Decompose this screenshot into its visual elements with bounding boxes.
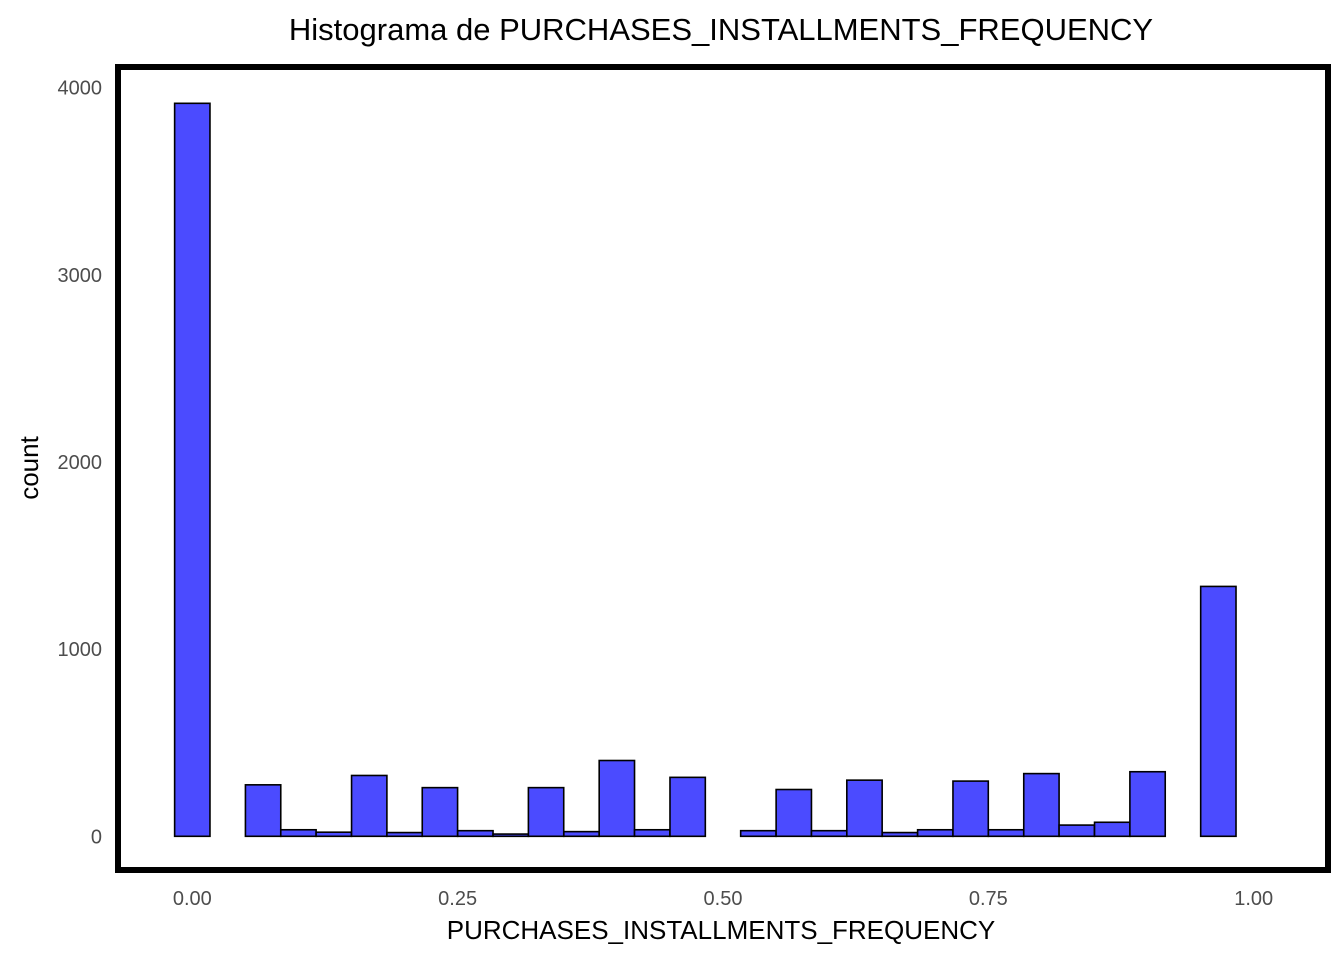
histogram-bar — [1199, 585, 1237, 838]
histogram-bar — [775, 788, 813, 838]
histogram-bar — [173, 102, 211, 838]
histogram-bar — [492, 833, 530, 838]
x-axis-title: PURCHASES_INSTALLMENTS_FREQUENCY — [447, 915, 996, 945]
histogram-bar — [952, 780, 990, 838]
histogram-bar — [1093, 821, 1131, 838]
histogram-bar — [669, 776, 707, 838]
x-tick-label: 0.50 — [704, 888, 743, 910]
histogram-bar — [1129, 770, 1167, 838]
histogram-bar — [633, 828, 671, 838]
y-tick-label: 4000 — [58, 78, 103, 100]
x-tick-label: 1.00 — [1234, 888, 1273, 910]
panel-border — [115, 64, 1331, 873]
y-tick-label: 1000 — [58, 639, 103, 661]
y-tick-label: 2000 — [58, 452, 103, 474]
histogram-bar — [244, 784, 282, 838]
x-tick-label: 0.00 — [173, 888, 212, 910]
y-axis-title: count — [14, 435, 44, 499]
histogram-bar — [279, 828, 317, 838]
x-tick-label: 0.75 — [969, 888, 1008, 910]
histogram-bar — [386, 831, 424, 838]
histogram-bar — [1058, 824, 1096, 838]
histogram-bar — [987, 828, 1025, 838]
histogram-bar — [563, 830, 600, 838]
histogram-bar — [739, 829, 777, 838]
y-tick-label: 0 — [91, 826, 102, 848]
y-tick-label: 3000 — [58, 265, 103, 287]
histogram-bar — [421, 786, 459, 838]
chart-title: Histograma de PURCHASES_INSTALLMENTS_FRE… — [289, 12, 1153, 47]
histogram-bar — [881, 831, 919, 838]
histogram-bar — [315, 831, 353, 838]
y-axis-ticks: 0 1000 2000 3000 4000 — [58, 78, 103, 849]
x-axis-ticks: 0.00 0.25 0.50 0.75 1.00 — [173, 888, 1273, 910]
histogram-bar — [350, 774, 388, 838]
histogram-bar — [810, 829, 848, 838]
histogram-bar — [916, 828, 954, 838]
histogram-bar — [598, 759, 636, 838]
bars-group — [173, 102, 1237, 838]
histogram-bar — [846, 779, 883, 838]
histogram-bar — [527, 786, 565, 838]
histogram-bar — [456, 829, 494, 838]
x-tick-label: 0.25 — [438, 888, 477, 910]
histogram-bar — [1022, 772, 1060, 838]
